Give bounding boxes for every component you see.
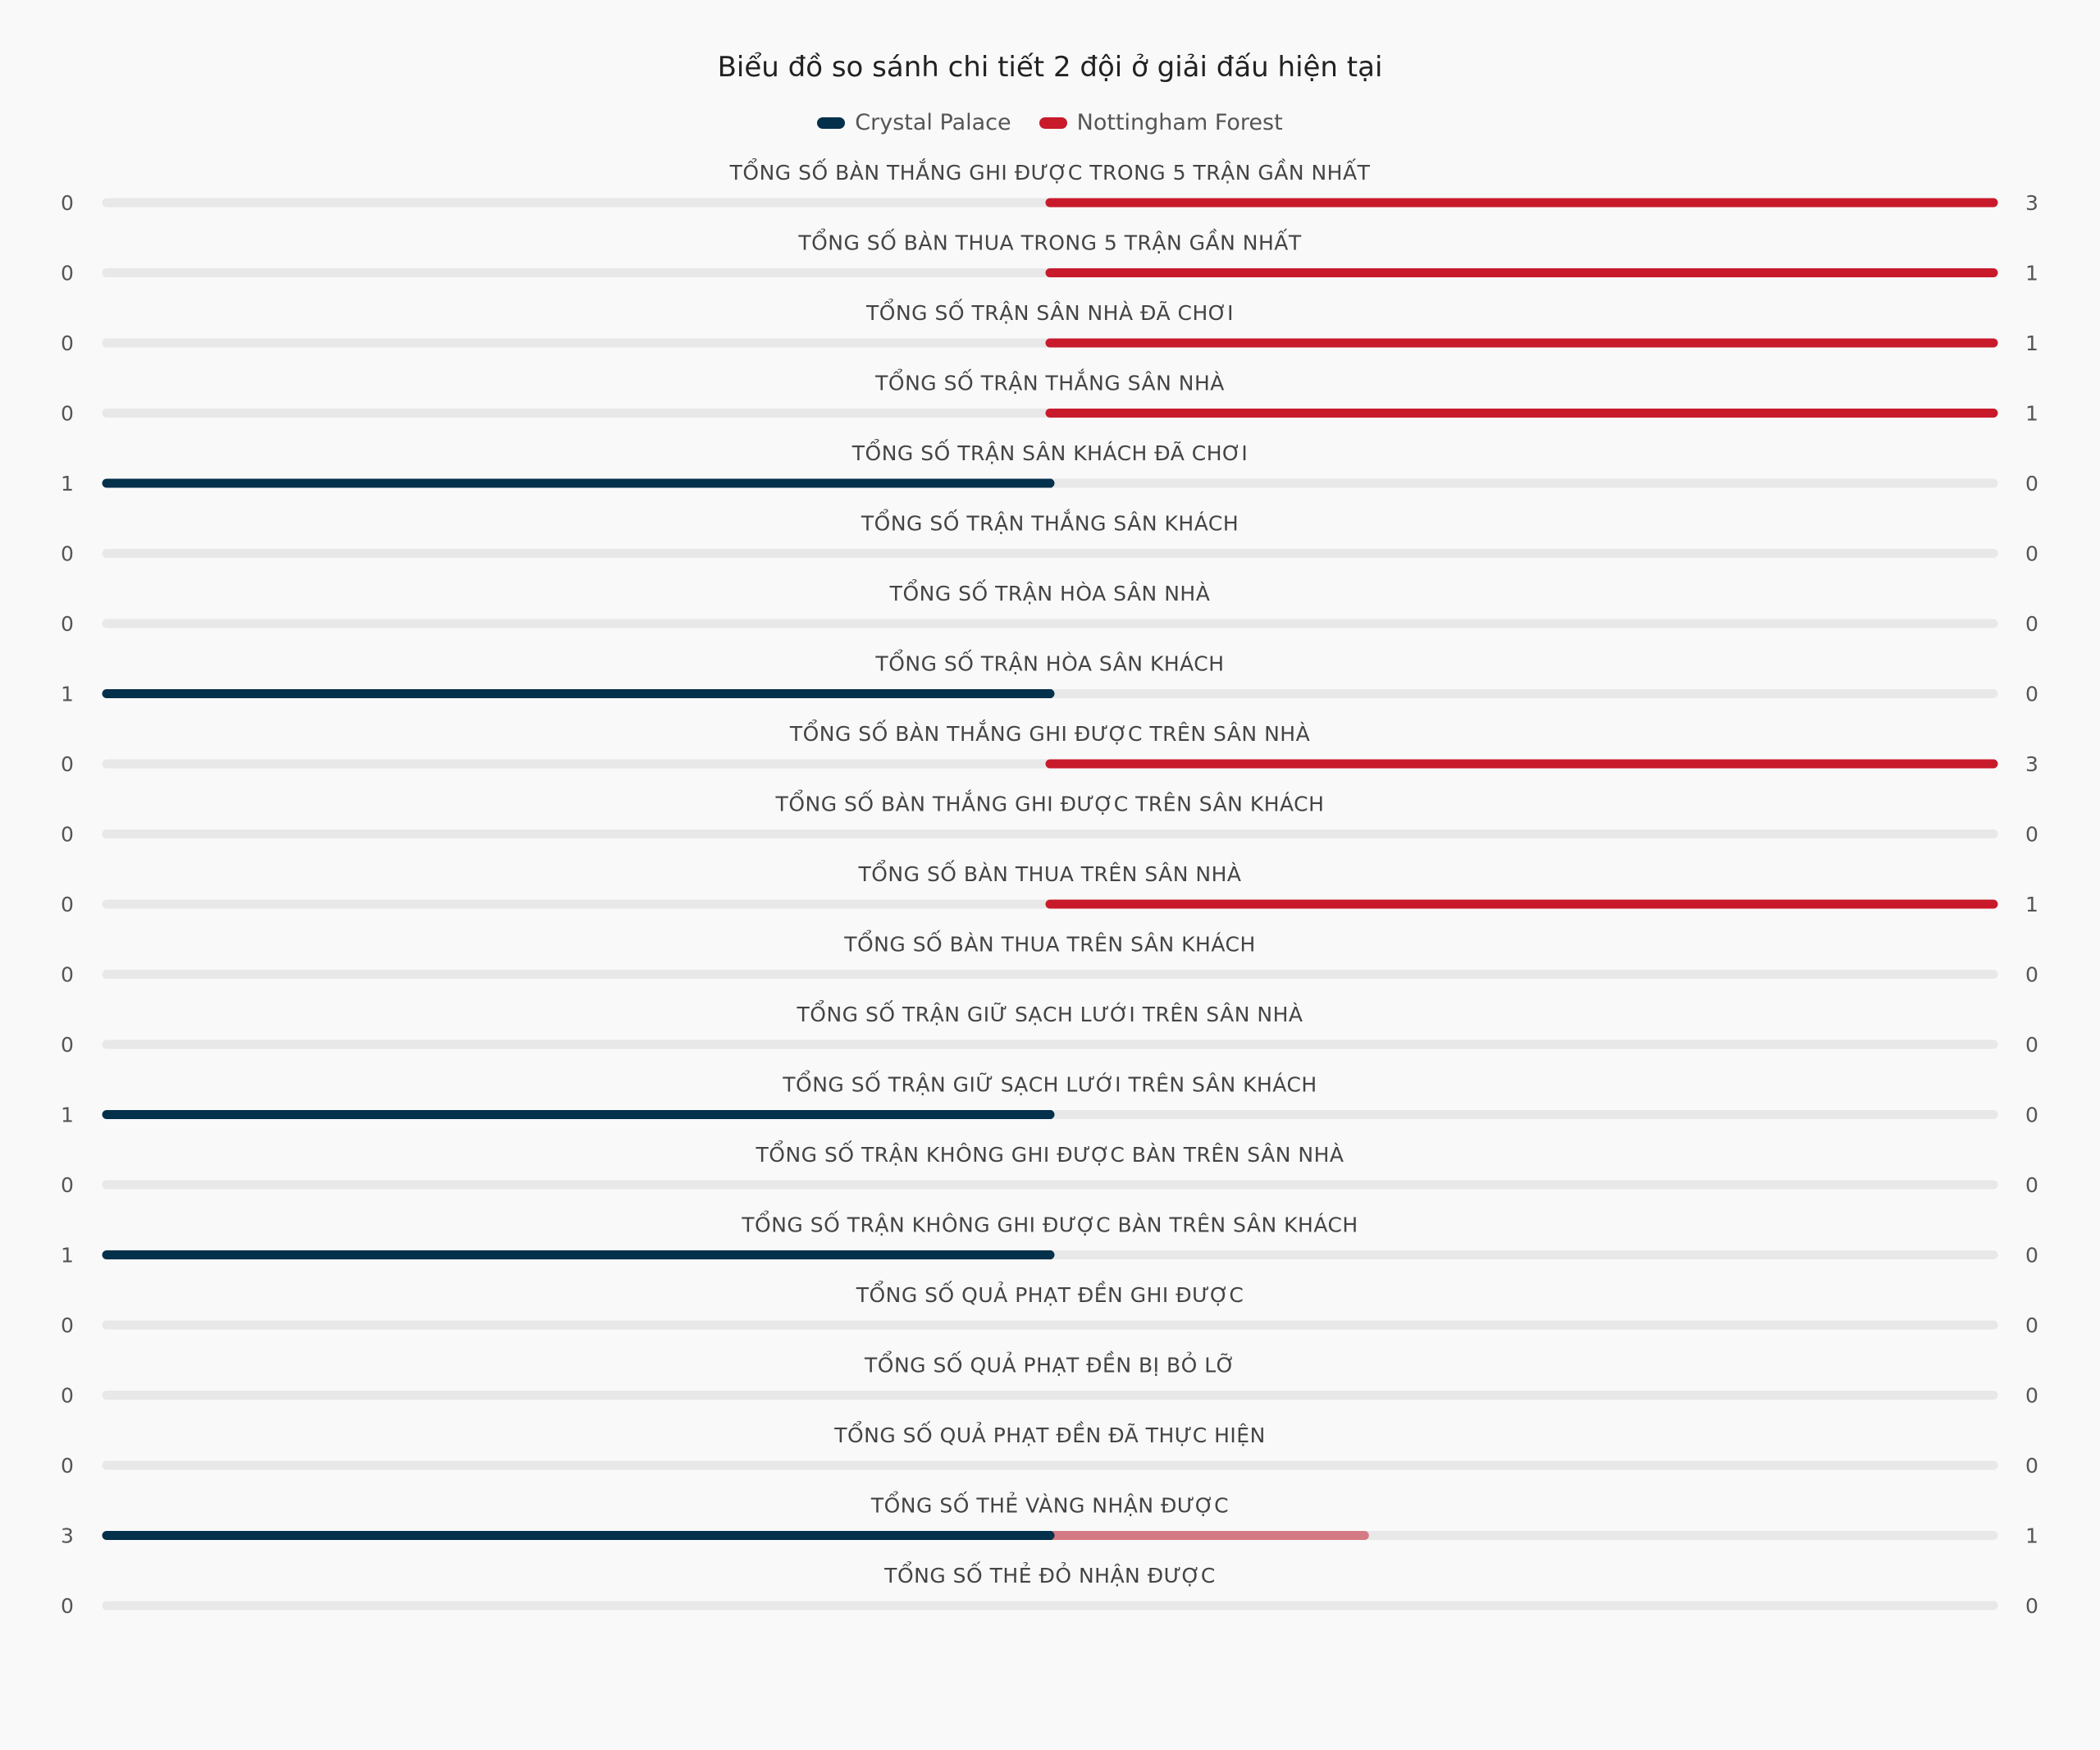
category-label: TỔNG SỐ QUẢ PHẠT ĐỀN ĐÃ THỰC HIỆN <box>833 1420 1266 1447</box>
bar-crystal-palace-end <box>1048 689 1052 698</box>
value-label-crystal-palace: 0 <box>61 1384 74 1408</box>
value-label-nottingham-forest: 0 <box>2025 1594 2038 1618</box>
legend: Crystal Palace Nottingham Forest <box>0 110 2100 135</box>
category-label: TỔNG SỐ TRẬN GIỮ SẠCH LƯỚI TRÊN SÂN KHÁC… <box>782 1070 1317 1097</box>
value-label-crystal-palace: 0 <box>61 191 74 215</box>
legend-item-crystal-palace[interactable]: Crystal Palace <box>817 110 1011 135</box>
value-label-crystal-palace: 0 <box>61 402 74 426</box>
category-label: TỔNG SỐ TRẬN GIỮ SẠCH LƯỚI TRÊN SÂN NHÀ <box>797 999 1303 1026</box>
legend-swatch-crystal-palace <box>817 117 846 129</box>
legend-label-crystal-palace: Crystal Palace <box>855 110 1011 135</box>
category-label: TỔNG SỐ BÀN THUA TRONG 5 TRẬN GẦN NHẤT <box>797 228 1302 255</box>
value-label-nottingham-forest: 0 <box>2025 472 2038 496</box>
category-label: TỔNG SỐ TRẬN THẮNG SÂN KHÁCH <box>861 509 1239 536</box>
bar-crystal-palace-end <box>1048 1110 1052 1119</box>
category-label: TỔNG SỐ THẺ VÀNG NHẬN ĐƯỢC <box>870 1491 1229 1518</box>
category-label: TỔNG SỐ TRẬN HÒA SÂN KHÁCH <box>874 649 1224 676</box>
category-label: TỔNG SỐ THẺ ĐỎ NHẬN ĐƯỢC <box>883 1560 1216 1588</box>
value-label-crystal-palace: 0 <box>61 1173 74 1197</box>
value-label-crystal-palace: 1 <box>61 472 74 496</box>
value-label-crystal-palace: 0 <box>61 1314 74 1337</box>
category-label: TỔNG SỐ BÀN THUA TRÊN SÂN NHÀ <box>857 859 1241 886</box>
value-label-crystal-palace: 0 <box>61 752 74 776</box>
value-label-nottingham-forest: 1 <box>2025 893 2038 916</box>
value-label-nottingham-forest: 0 <box>2025 1173 2038 1197</box>
value-label-crystal-palace: 0 <box>61 823 74 847</box>
chart-title: Biểu đồ so sánh chi tiết 2 đội ở giải đấ… <box>717 51 1383 84</box>
bar-crystal-palace-end <box>1048 1531 1052 1540</box>
value-label-crystal-palace: 1 <box>61 1103 74 1127</box>
value-label-nottingham-forest: 1 <box>2025 331 2038 355</box>
value-label-crystal-palace: 3 <box>61 1524 74 1548</box>
value-label-nottingham-forest: 0 <box>2025 963 2038 987</box>
value-label-crystal-palace: 0 <box>61 262 74 286</box>
value-label-nottingham-forest: 0 <box>2025 1384 2038 1408</box>
legend-item-nottingham-forest[interactable]: Nottingham Forest <box>1039 110 1283 135</box>
legend-label-nottingham-forest: Nottingham Forest <box>1076 110 1283 135</box>
value-label-nottingham-forest: 3 <box>2025 752 2038 776</box>
category-label: TỔNG SỐ TRẬN KHÔNG GHI ĐƯỢC BÀN TRÊN SÂN… <box>756 1140 1344 1167</box>
bar-crystal-palace-end <box>1048 478 1052 488</box>
value-label-crystal-palace: 0 <box>61 963 74 987</box>
value-label-crystal-palace: 1 <box>61 1244 74 1268</box>
value-label-nottingham-forest: 0 <box>2025 683 2038 706</box>
value-label-nottingham-forest: 0 <box>2025 823 2038 847</box>
category-label: TỔNG SỐ TRẬN SÂN KHÁCH ĐÃ CHƠI <box>851 438 1248 465</box>
category-label: TỔNG SỐ QUẢ PHẠT ĐỀN BỊ BỎ LỠ <box>864 1350 1235 1378</box>
bar-crystal-palace-end <box>1048 1250 1052 1259</box>
value-label-nottingham-forest: 0 <box>2025 1454 2038 1478</box>
category-label: TỔNG SỐ TRẬN THẮNG SÂN NHÀ <box>874 368 1225 395</box>
value-label-nottingham-forest: 0 <box>2025 542 2038 566</box>
value-label-nottingham-forest: 1 <box>2025 1524 2038 1548</box>
category-label: TỔNG SỐ TRẬN HÒA SÂN NHÀ <box>889 578 1211 605</box>
value-label-nottingham-forest: 0 <box>2025 1033 2038 1057</box>
category-label: TỔNG SỐ QUẢ PHẠT ĐỀN GHI ĐƯỢC <box>856 1280 1244 1307</box>
category-label: TỔNG SỐ BÀN THẮNG GHI ĐƯỢC TRÊN SÂN KHÁC… <box>775 789 1325 816</box>
value-label-nottingham-forest: 1 <box>2025 262 2038 286</box>
value-label-crystal-palace: 0 <box>61 331 74 355</box>
value-label-nottingham-forest: 1 <box>2025 402 2038 426</box>
value-label-nottingham-forest: 3 <box>2025 191 2038 215</box>
value-label-crystal-palace: 0 <box>61 1594 74 1618</box>
value-label-crystal-palace: 0 <box>61 542 74 566</box>
value-label-crystal-palace: 0 <box>61 893 74 916</box>
value-label-nottingham-forest: 0 <box>2025 612 2038 636</box>
category-label: TỔNG SỐ TRẬN KHÔNG GHI ĐƯỢC BÀN TRÊN SÂN… <box>741 1210 1358 1237</box>
value-label-crystal-palace: 0 <box>61 612 74 636</box>
category-label: TỔNG SỐ TRẬN SÂN NHÀ ĐÃ CHƠI <box>865 298 1234 325</box>
value-label-crystal-palace: 0 <box>61 1033 74 1057</box>
category-label: TỔNG SỐ BÀN THẮNG GHI ĐƯỢC TRONG 5 TRẬN … <box>729 158 1371 185</box>
category-label: TỔNG SỐ BÀN THẮNG GHI ĐƯỢC TRÊN SÂN NHÀ <box>789 719 1310 746</box>
value-label-nottingham-forest: 0 <box>2025 1244 2038 1268</box>
legend-swatch-nottingham-forest <box>1039 117 1067 129</box>
category-label: TỔNG SỐ BÀN THUA TRÊN SÂN KHÁCH <box>843 930 1256 957</box>
value-label-nottingham-forest: 0 <box>2025 1103 2038 1127</box>
value-label-nottingham-forest: 0 <box>2025 1314 2038 1337</box>
value-label-crystal-palace: 1 <box>61 683 74 706</box>
value-label-crystal-palace: 0 <box>61 1454 74 1478</box>
